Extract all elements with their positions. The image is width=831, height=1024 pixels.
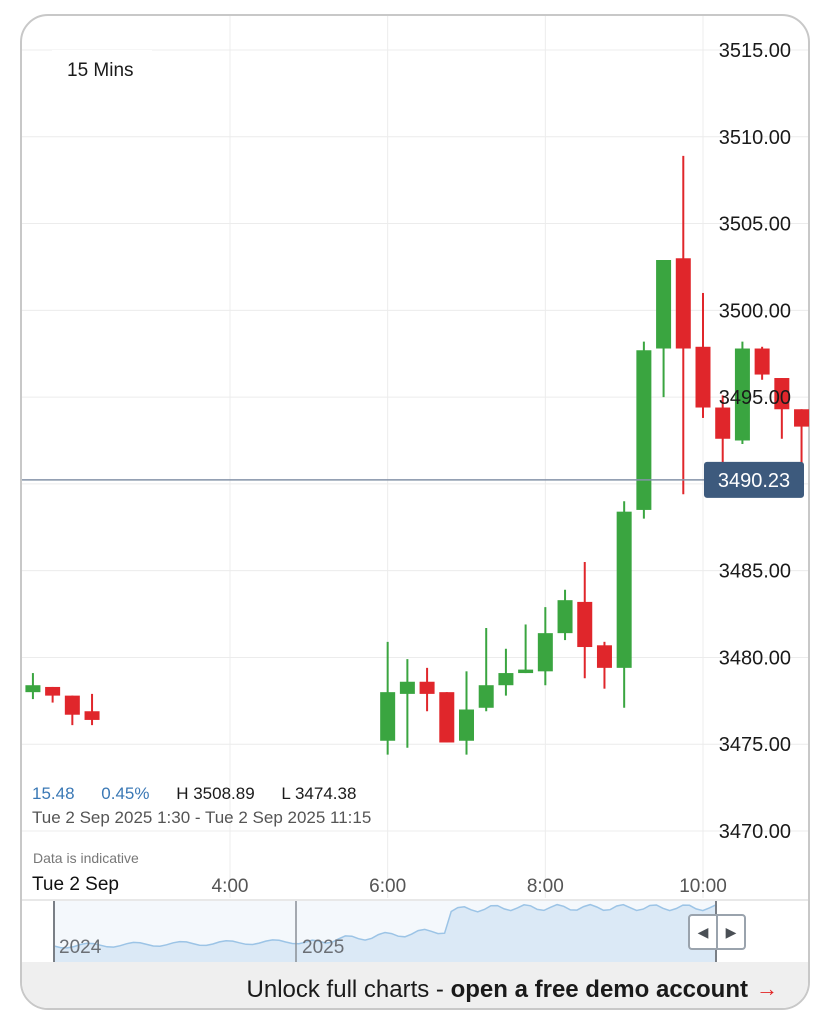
price-tag-group: 3490.23 [22,461,804,498]
candle-body [577,601,593,648]
candle-body [794,409,810,427]
candle-body [675,258,691,349]
candle-body [498,673,514,686]
y-tick-label: 3475.00 [719,734,791,756]
cta-bold-link[interactable]: open a free demo account [450,976,748,1003]
data-indicative-notice: Data is indicative [33,850,139,866]
navigator-line [53,903,717,949]
candle-body [45,686,61,696]
chart-card [20,14,810,1010]
cta-banner[interactable]: Unlock full charts - open a free demo ac… [22,962,808,1008]
candle-body [596,645,612,668]
grid-lines [22,16,808,898]
y-tick-label: 3505.00 [719,214,791,236]
scroll-left-button[interactable]: ◀ [690,916,718,948]
x-axis: 4:00 6:00 8:00 10:00 [22,876,808,901]
cta-text[interactable]: Unlock full charts - open a free demo ac… [247,976,748,1004]
cta-prefix: Unlock full charts - [246,976,451,1003]
candle-body [399,681,415,694]
candle-body [518,669,534,674]
current-price-label: 3490.23 [718,470,790,492]
navigator-year-label: 2024 [59,937,102,958]
chevron-right-icon: ▶ [725,923,737,940]
timeframe-label[interactable]: 15 Mins [52,50,152,92]
navigator-scroll-buttons: ◀ ▶ [688,914,746,950]
candle-body [459,709,474,741]
x-tick-label: 4:00 [212,876,249,897]
date-range: Tue 2 Sep 2025 1:30 - Tue 2 Sep 2025 11:… [32,808,372,827]
candle-body [557,600,573,634]
x-axis-date-label: Tue 2 Sep [32,874,119,895]
candle-body [715,407,731,439]
y-tick-label: 3485.00 [719,561,791,583]
navigator-area [54,904,716,962]
candle-body [25,685,41,693]
high-value: H 3508.89 [176,784,255,803]
candle-body [84,711,100,720]
candle-body [656,260,672,349]
candles [25,155,810,755]
navigator-year-label: 2025 [302,937,344,958]
candle-body [439,692,455,743]
candle-body [754,348,770,375]
low-value: L 3474.38 [281,784,357,803]
candle-body [537,633,553,672]
y-tick-label: 3510.00 [719,127,791,149]
y-tick-label: 3500.00 [719,300,791,322]
price-stats: 15.48 0.45% H 3508.89 L 3474.38 [32,784,378,804]
arrow-right-icon[interactable]: → [756,976,778,1001]
navigator: 2024 2025 [22,901,808,962]
candle-body [774,378,790,410]
candle-body [419,681,435,694]
y-axis: 3470.00 3475.00 3480.00 3485.00 3495.00 3500.… [719,40,791,843]
scroll-right-button[interactable]: ▶ [718,916,744,948]
y-tick-label: 3480.00 [719,647,791,669]
candle-body [734,348,750,441]
x-tick-label: 8:00 [527,876,564,897]
candle-body [380,692,396,741]
candle-body [616,511,632,668]
x-tick-label: 10:00 [679,876,727,897]
y-tick-label: 3470.00 [719,821,791,843]
y-tick-label: 3495.00 [719,387,791,409]
change-percent: 0.45% [101,784,150,803]
candle-body [478,685,494,708]
candle-body [64,695,80,715]
current-price-tag [704,461,804,498]
candle-body [695,346,711,408]
candle-body [636,350,652,510]
x-tick-label: 6:00 [369,876,406,897]
chevron-left-icon: ◀ [697,923,709,940]
y-tick-label: 3515.00 [719,40,791,62]
change-value: 15.48 [32,784,75,803]
